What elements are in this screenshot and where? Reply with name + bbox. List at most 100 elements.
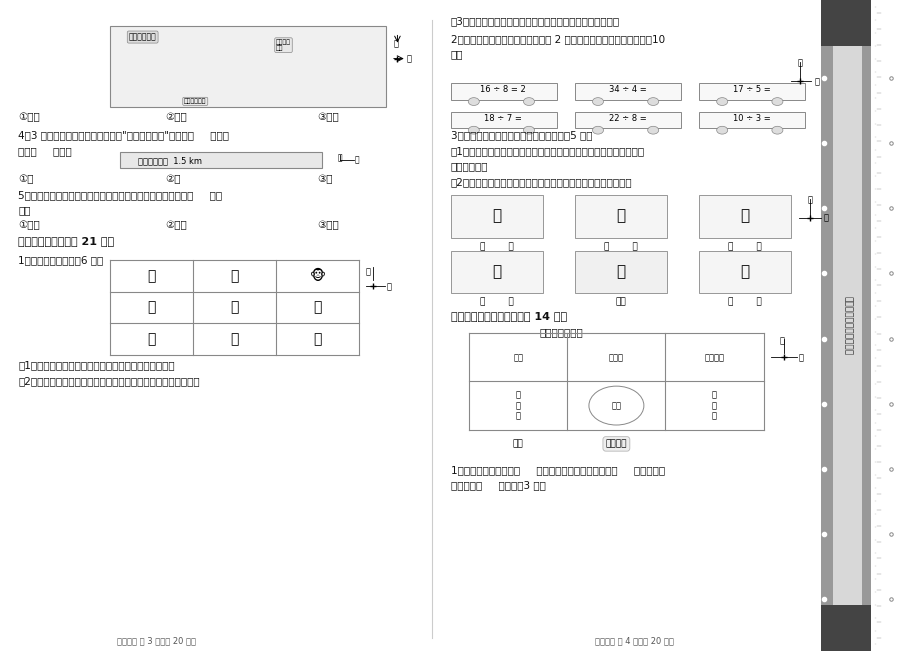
Bar xyxy=(574,83,680,100)
Bar xyxy=(820,0,870,651)
Circle shape xyxy=(716,98,727,105)
Text: 4．3 个小朋友来到路牌下，他们去"第一人民医院"应先向（     ）走，: 4．3 个小朋友来到路牌下，他们去"第一人民医院"应先向（ ）走， xyxy=(18,130,229,140)
Text: 北: 北 xyxy=(337,154,343,163)
Text: 🏡: 🏡 xyxy=(492,264,501,279)
Bar xyxy=(450,112,556,128)
Circle shape xyxy=(523,126,534,134)
Text: ①西: ①西 xyxy=(18,174,34,184)
Text: 🦒: 🦒 xyxy=(147,269,156,283)
Text: 17 ÷ 5 =: 17 ÷ 5 = xyxy=(732,85,770,94)
Circle shape xyxy=(771,126,782,134)
Text: 🏠: 🏠 xyxy=(740,208,749,224)
Text: （3）彩虹西北方向的小动物涂红色，西面的小动物涂紫色。: （3）彩虹西北方向的小动物涂红色，西面的小动物涂紫色。 xyxy=(450,16,619,26)
Circle shape xyxy=(592,98,603,105)
Bar xyxy=(698,112,804,128)
Text: 北: 北 xyxy=(365,267,370,276)
Text: 多功能厅: 多功能厅 xyxy=(704,353,724,362)
Text: 惠新西街南口: 惠新西街南口 xyxy=(184,98,206,104)
Bar xyxy=(450,251,542,293)
Text: 2．照样子算一算，标一标，余数是 2 的向西走，其余的向东北走。（10: 2．照样子算一算，标一标，余数是 2 的向西走，其余的向东北走。（10 xyxy=(450,34,664,44)
Text: ②北: ②北 xyxy=(165,174,181,184)
Text: 数学试题 第 3 页（共 20 页）: 数学试题 第 3 页（共 20 页） xyxy=(117,637,196,646)
Text: 向。: 向。 xyxy=(18,205,31,215)
Text: （1）彩虹北面的小动物涂橙色，东面的小动物涂绿色。: （1）彩虹北面的小动物涂橙色，东面的小动物涂绿色。 xyxy=(18,361,175,370)
Text: ①西南: ①西南 xyxy=(18,220,40,230)
Text: ③东北: ③东北 xyxy=(317,220,339,230)
Text: 食堂: 食堂 xyxy=(512,439,523,449)
Text: 🐢: 🐢 xyxy=(147,332,156,346)
Bar xyxy=(574,195,666,238)
Text: 中国工商银行: 中国工商银行 xyxy=(129,33,156,42)
Text: 第一人民医院  1.5 km: 第一人民医院 1.5 km xyxy=(138,156,202,165)
Text: 🦢: 🦢 xyxy=(312,332,322,346)
Circle shape xyxy=(647,98,658,105)
Text: 5．小红从家先向南走，再向西走就到书城，小红家在书城的（     ）方: 5．小红从家先向南走，再向西走就到书城，小红家在书城的（ ）方 xyxy=(18,190,222,200)
Text: 东: 东 xyxy=(386,282,391,291)
Text: 北: 北 xyxy=(806,195,811,204)
Text: 花园: 花园 xyxy=(513,353,523,362)
Bar xyxy=(832,13,861,638)
Text: （2）冬冬家的西南方向是华华家，冬冬家的东南方向是丁丁家。: （2）冬冬家的西南方向是华华家，冬冬家的东南方向是丁丁家。 xyxy=(450,177,631,187)
Text: 东: 东 xyxy=(813,77,818,86)
Text: （        ）: （ ） xyxy=(728,298,761,307)
Text: 体
育
馆: 体 育 馆 xyxy=(516,391,520,421)
Text: 🐘: 🐘 xyxy=(147,301,156,314)
Bar xyxy=(450,83,556,100)
Text: 学校大门: 学校大门 xyxy=(605,439,627,449)
Circle shape xyxy=(523,98,534,105)
Text: （        ）: （ ） xyxy=(728,242,761,251)
Bar xyxy=(0,0,818,651)
Text: 22 ÷ 8 =: 22 ÷ 8 = xyxy=(607,114,646,123)
Bar xyxy=(698,195,790,238)
Bar xyxy=(820,605,870,651)
Text: 16 ÷ 8 = 2: 16 ÷ 8 = 2 xyxy=(480,85,526,94)
Text: 34 ÷ 4 =: 34 ÷ 4 = xyxy=(607,85,646,94)
Text: （        ）: （ ） xyxy=(480,298,513,307)
Text: ③西南: ③西南 xyxy=(317,112,339,122)
Bar xyxy=(574,112,680,128)
Text: 北: 北 xyxy=(778,337,784,346)
Circle shape xyxy=(771,98,782,105)
Text: 年级二年级班级姓名分数: 年级二年级班级姓名分数 xyxy=(842,296,851,355)
Text: 再向（     ）走。: 再向（ ）走。 xyxy=(18,146,72,156)
Text: 学校: 学校 xyxy=(615,298,626,307)
Text: 的西北方向。: 的西北方向。 xyxy=(450,161,488,171)
Text: 您所在的
位置: 您所在的 位置 xyxy=(276,39,290,51)
Bar xyxy=(450,195,542,238)
Text: 四、填一填，画一画。（共 14 分）: 四、填一填，画一画。（共 14 分） xyxy=(450,311,566,321)
Text: 1．按要求涂一涂。（6 分）: 1．按要求涂一涂。（6 分） xyxy=(18,255,104,265)
Text: 🐙: 🐙 xyxy=(312,301,322,314)
Circle shape xyxy=(592,126,603,134)
Text: 东: 东 xyxy=(823,214,827,223)
Text: 东: 东 xyxy=(798,353,802,362)
Text: 学校平面示意图: 学校平面示意图 xyxy=(539,327,583,337)
Bar xyxy=(698,251,790,293)
Circle shape xyxy=(716,126,727,134)
Text: 图
书
馆: 图 书 馆 xyxy=(711,391,716,421)
Text: 东: 东 xyxy=(406,54,411,63)
Text: （1）芳芳家在学校的东北方向，冬冬家在学校的北面，玲玲家在学校: （1）芳芳家在学校的东北方向，冬冬家在学校的北面，玲玲家在学校 xyxy=(450,146,644,156)
Text: 北: 北 xyxy=(797,59,802,68)
Text: 10 ÷ 3 =: 10 ÷ 3 = xyxy=(732,114,770,123)
Text: 🐿: 🐿 xyxy=(230,269,239,283)
Text: 🌈: 🌈 xyxy=(230,301,239,314)
Text: 分）: 分） xyxy=(450,49,463,59)
Text: 🐵: 🐵 xyxy=(309,269,325,283)
Text: 🐿: 🐿 xyxy=(230,332,239,346)
Text: 北: 北 xyxy=(392,39,398,48)
Circle shape xyxy=(647,126,658,134)
Text: 三、动手操作。（共 21 分）: 三、动手操作。（共 21 分） xyxy=(18,236,114,245)
Text: （        ）: （ ） xyxy=(604,242,637,251)
Bar xyxy=(574,251,666,293)
Text: 东: 东 xyxy=(354,156,358,165)
Bar xyxy=(110,26,386,107)
Text: ②西北: ②西北 xyxy=(165,220,187,230)
Bar xyxy=(119,152,322,168)
Text: 🏠: 🏠 xyxy=(616,208,625,224)
Text: 功能厅的（     ）面。（3 分）: 功能厅的（ ）面。（3 分） xyxy=(450,480,545,490)
Text: （2）彩虹东北方向的小动物涂黄色，西南方向的小动物涂蓝色。: （2）彩虹东北方向的小动物涂黄色，西南方向的小动物涂蓝色。 xyxy=(18,376,199,386)
Text: 🏠: 🏠 xyxy=(492,208,501,224)
Text: 教学楼: 教学楼 xyxy=(608,353,623,362)
Bar xyxy=(871,0,919,651)
Text: 18 ÷ 7 =: 18 ÷ 7 = xyxy=(483,114,522,123)
